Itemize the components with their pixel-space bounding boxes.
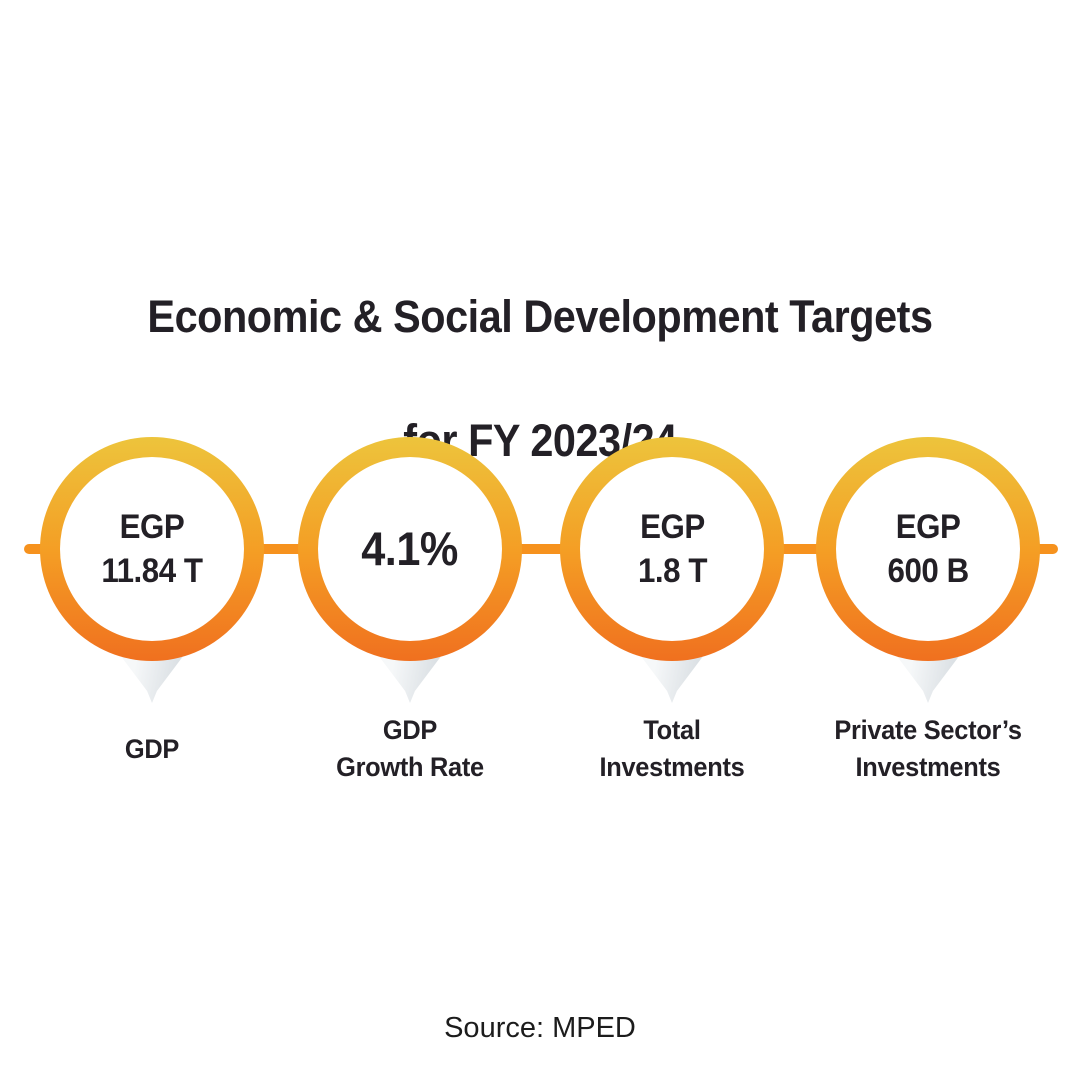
kpi-circle-inner: 4.1% bbox=[318, 457, 502, 641]
kpi-circle-inner: EGP 600 B bbox=[836, 457, 1020, 641]
kpi-value-line-1: EGP bbox=[895, 507, 961, 546]
connector-line bbox=[24, 544, 1058, 554]
kpi-badge-gdp: EGP 11.84 T GDP bbox=[40, 437, 264, 764]
source-note: Source: MPED bbox=[444, 1012, 636, 1044]
kpi-label-line-2: Investments bbox=[599, 752, 745, 782]
gradient-ring-circle: EGP 600 B bbox=[816, 437, 1040, 661]
title-line-1: Economic & Social Development Targets bbox=[147, 291, 933, 343]
kpi-circle-inner: EGP 1.8 T bbox=[580, 457, 764, 641]
kpi-badge-gdp-growth-rate: 4.1% GDP Growth Rate bbox=[298, 437, 522, 782]
kpi-value: EGP 1.8 T bbox=[637, 505, 706, 593]
kpi-value: 4.1% bbox=[362, 518, 459, 579]
kpi-circle-inner: EGP 11.84 T bbox=[60, 457, 244, 641]
kpi-label: Total Investments bbox=[522, 709, 822, 789]
kpi-badge-total-investments: EGP 1.8 T Total Investments bbox=[560, 437, 784, 782]
kpi-value: EGP 11.84 T bbox=[101, 505, 203, 593]
gradient-ring-circle: EGP 11.84 T bbox=[40, 437, 264, 661]
kpi-label: GDP bbox=[2, 709, 302, 789]
kpi-value-line-1: EGP bbox=[639, 507, 705, 546]
gradient-ring-circle: 4.1% bbox=[298, 437, 522, 661]
page-title: Economic & Social Development Targets fo… bbox=[0, 224, 1080, 472]
kpi-label: GDP Growth Rate bbox=[260, 709, 560, 789]
kpi-value-line-1: 4.1% bbox=[361, 522, 459, 576]
kpi-label-line-1: GDP bbox=[382, 715, 438, 745]
kpi-label-line-2: Growth Rate bbox=[336, 752, 484, 782]
kpi-badge-private-sector-investments: EGP 600 B Private Sector’s Investments bbox=[816, 437, 1040, 782]
kpi-label-line-1: Total bbox=[643, 715, 701, 745]
kpi-value-line-1: EGP bbox=[119, 507, 185, 546]
kpi-label-line-1: GDP bbox=[124, 733, 180, 764]
kpi-label-line-1: Private Sector’s bbox=[834, 715, 1022, 745]
kpi-value-line-2: 1.8 T bbox=[637, 552, 707, 590]
kpi-value-line-2: 11.84 T bbox=[101, 552, 203, 590]
kpi-value: EGP 600 B bbox=[887, 505, 969, 593]
kpi-value-line-2: 600 B bbox=[887, 552, 969, 590]
kpi-label-line-2: Investments bbox=[855, 752, 1001, 782]
kpi-label: Private Sector’s Investments bbox=[778, 709, 1078, 789]
gradient-ring-circle: EGP 1.8 T bbox=[560, 437, 784, 661]
